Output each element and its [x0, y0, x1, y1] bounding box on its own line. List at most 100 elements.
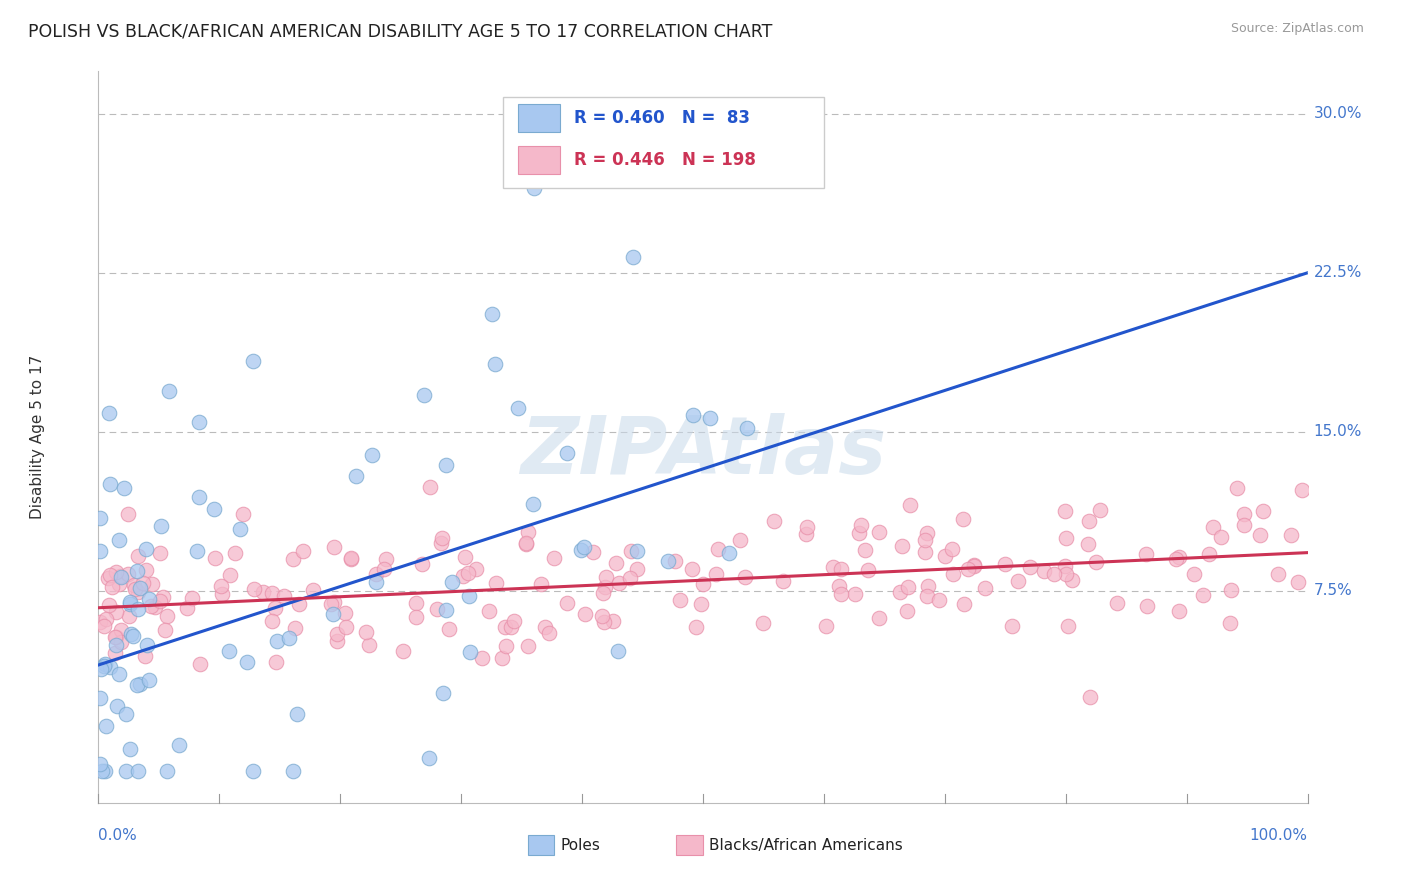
Point [364, 574, 387, 589]
Point [122, 577, 145, 591]
Point [499, 620, 522, 634]
Point [734, 570, 756, 584]
Point [1226, 481, 1249, 495]
Point [94, 719, 117, 733]
Point [108, 577, 131, 591]
Point [432, 686, 454, 700]
Point [434, 458, 457, 473]
Point [457, 589, 479, 603]
Point [141, 577, 163, 591]
Point [117, 508, 139, 522]
Point [326, 634, 349, 648]
Point [357, 638, 380, 652]
FancyBboxPatch shape [676, 835, 703, 855]
Point [132, 576, 155, 591]
Point [626, 544, 648, 558]
Point [543, 550, 565, 565]
Point [730, 533, 752, 548]
Text: 0.0%: 0.0% [98, 829, 138, 843]
Point [94, 657, 117, 671]
Point [89, 544, 111, 558]
Point [149, 594, 172, 608]
Point [593, 580, 616, 594]
Point [1078, 690, 1101, 704]
Text: 22.5%: 22.5% [1313, 265, 1362, 280]
Point [108, 533, 131, 548]
Point [1211, 530, 1233, 544]
Point [411, 557, 433, 571]
Point [143, 600, 166, 615]
Point [366, 567, 388, 582]
Point [517, 639, 540, 653]
Point [437, 622, 460, 636]
Point [97, 598, 120, 612]
Point [118, 595, 141, 609]
Point [136, 639, 159, 653]
Point [124, 582, 146, 597]
Point [115, 706, 138, 721]
Point [375, 551, 398, 566]
Point [430, 531, 453, 545]
Point [704, 566, 727, 581]
Point [155, 609, 177, 624]
Point [657, 554, 679, 568]
Point [98, 477, 121, 491]
Point [1168, 550, 1191, 565]
Point [1001, 619, 1024, 633]
Point [392, 643, 415, 657]
Point [188, 490, 211, 504]
Point [128, 549, 150, 563]
Point [356, 625, 378, 640]
Point [104, 565, 127, 579]
Point [148, 546, 170, 560]
Point [1168, 604, 1191, 618]
Point [491, 650, 513, 665]
Point [1249, 528, 1271, 542]
Point [340, 551, 363, 566]
Text: 7.5%: 7.5% [1313, 583, 1353, 599]
Point [664, 554, 686, 568]
Point [471, 651, 494, 665]
Point [110, 623, 132, 637]
Point [260, 586, 283, 600]
Point [285, 707, 308, 722]
FancyBboxPatch shape [517, 104, 561, 132]
Point [485, 575, 508, 590]
Point [572, 541, 595, 555]
Point [135, 541, 157, 556]
Point [243, 582, 266, 597]
Text: 15.0%: 15.0% [1313, 425, 1362, 439]
Point [515, 536, 537, 550]
Point [291, 544, 314, 558]
Text: Poles: Poles [561, 838, 600, 853]
Point [952, 512, 974, 526]
Point [1085, 555, 1108, 569]
Point [682, 408, 704, 422]
Point [735, 421, 758, 435]
Point [621, 250, 644, 264]
Point [1077, 537, 1099, 551]
Point [96, 612, 118, 626]
Point [211, 587, 233, 601]
Point [219, 568, 242, 582]
Point [129, 581, 152, 595]
Point [98, 406, 121, 420]
Point [340, 551, 363, 566]
FancyBboxPatch shape [503, 97, 824, 188]
Point [434, 603, 457, 617]
Point [689, 597, 711, 611]
Point [1198, 547, 1220, 561]
Point [252, 585, 274, 599]
Point [752, 615, 775, 630]
Point [429, 536, 451, 550]
Point [718, 546, 741, 560]
Point [1042, 567, 1064, 582]
Point [1077, 514, 1099, 528]
Point [1054, 531, 1077, 545]
Point [301, 582, 323, 597]
Point [361, 448, 384, 462]
Point [141, 599, 163, 614]
Point [104, 630, 127, 644]
Point [263, 601, 285, 615]
Point [607, 575, 630, 590]
